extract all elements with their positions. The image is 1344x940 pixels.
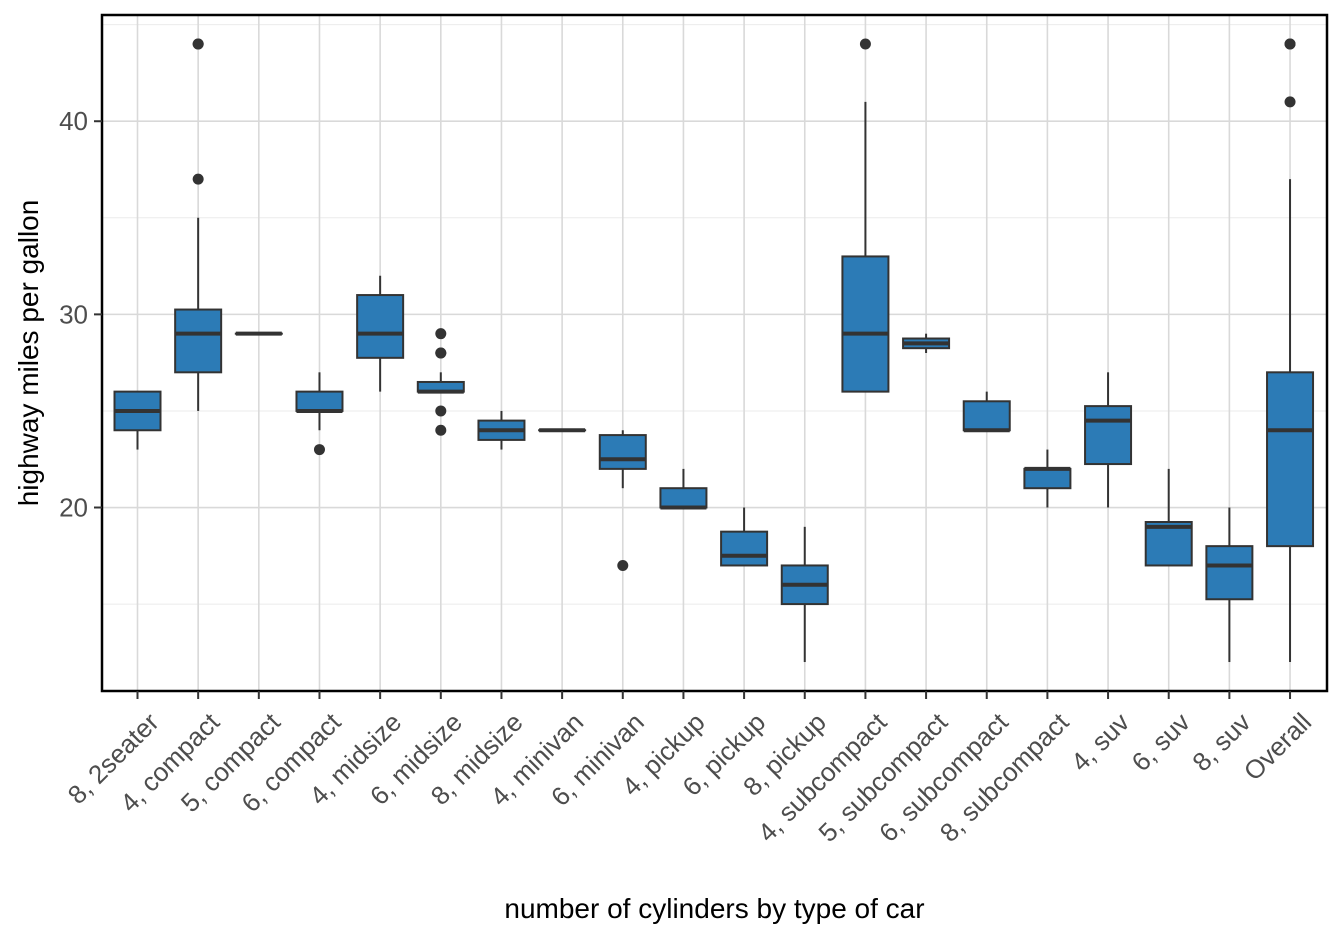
outlier-point bbox=[192, 173, 204, 185]
box-6-minivan bbox=[598, 430, 647, 571]
outlier-point bbox=[313, 444, 325, 456]
y-axis: 20 30 40 bbox=[59, 106, 102, 523]
box-4-midsize bbox=[356, 275, 405, 392]
box-8-midsize bbox=[477, 410, 526, 450]
y-tick-label: 30 bbox=[59, 299, 88, 329]
box-8-pickup bbox=[780, 526, 829, 663]
outlier-point bbox=[435, 328, 447, 340]
outlier-point bbox=[859, 38, 871, 50]
box-6-suv bbox=[1144, 468, 1193, 567]
outlier-point bbox=[435, 347, 447, 359]
box-series bbox=[113, 38, 1315, 663]
outlier-point bbox=[1284, 38, 1296, 50]
box-iqr bbox=[659, 487, 708, 509]
box-8-suv bbox=[1205, 507, 1254, 663]
box-iqr bbox=[356, 294, 405, 359]
box-iqr bbox=[598, 434, 647, 470]
x-tick-label: Overall bbox=[1238, 707, 1317, 786]
box-6-subcompact bbox=[962, 391, 1011, 433]
box-iqr bbox=[962, 400, 1011, 432]
outlier-point bbox=[435, 424, 447, 436]
y-tick-label: 40 bbox=[59, 106, 88, 136]
box-4-compact bbox=[174, 38, 223, 411]
outlier-point bbox=[1284, 96, 1296, 108]
box-6-compact bbox=[295, 372, 344, 456]
box-4-subcompact bbox=[841, 38, 890, 393]
box-iqr bbox=[174, 308, 223, 374]
box-iqr bbox=[1084, 405, 1133, 466]
outlier-point bbox=[192, 38, 204, 50]
box-4-suv bbox=[1084, 372, 1133, 508]
x-axis-title: number of cylinders by type of car bbox=[504, 893, 924, 924]
box-iqr bbox=[720, 530, 769, 567]
box-iqr bbox=[295, 390, 344, 412]
x-tick-label: 6, suv bbox=[1126, 707, 1196, 777]
outlier-point bbox=[435, 405, 447, 417]
box-8-subcompact bbox=[1023, 449, 1072, 508]
box-iqr bbox=[1266, 371, 1315, 548]
box-iqr bbox=[1144, 521, 1193, 567]
plot-border bbox=[100, 13, 1329, 693]
box-iqr bbox=[841, 255, 890, 393]
y-tick-label: 20 bbox=[59, 493, 88, 523]
outlier-point bbox=[617, 559, 629, 571]
box-6-midsize bbox=[416, 328, 465, 436]
y-axis-title: highway miles per gallon bbox=[13, 200, 44, 507]
box-4-pickup bbox=[659, 468, 708, 510]
box-iqr bbox=[1023, 467, 1072, 490]
box-8-2seater bbox=[113, 390, 162, 450]
box-iqr bbox=[1205, 545, 1254, 601]
plot-background bbox=[102, 15, 1327, 691]
box-6-pickup bbox=[720, 507, 769, 567]
x-tick-label: 4, suv bbox=[1065, 707, 1135, 777]
box-overall bbox=[1266, 38, 1315, 663]
box-5-subcompact bbox=[902, 333, 951, 353]
